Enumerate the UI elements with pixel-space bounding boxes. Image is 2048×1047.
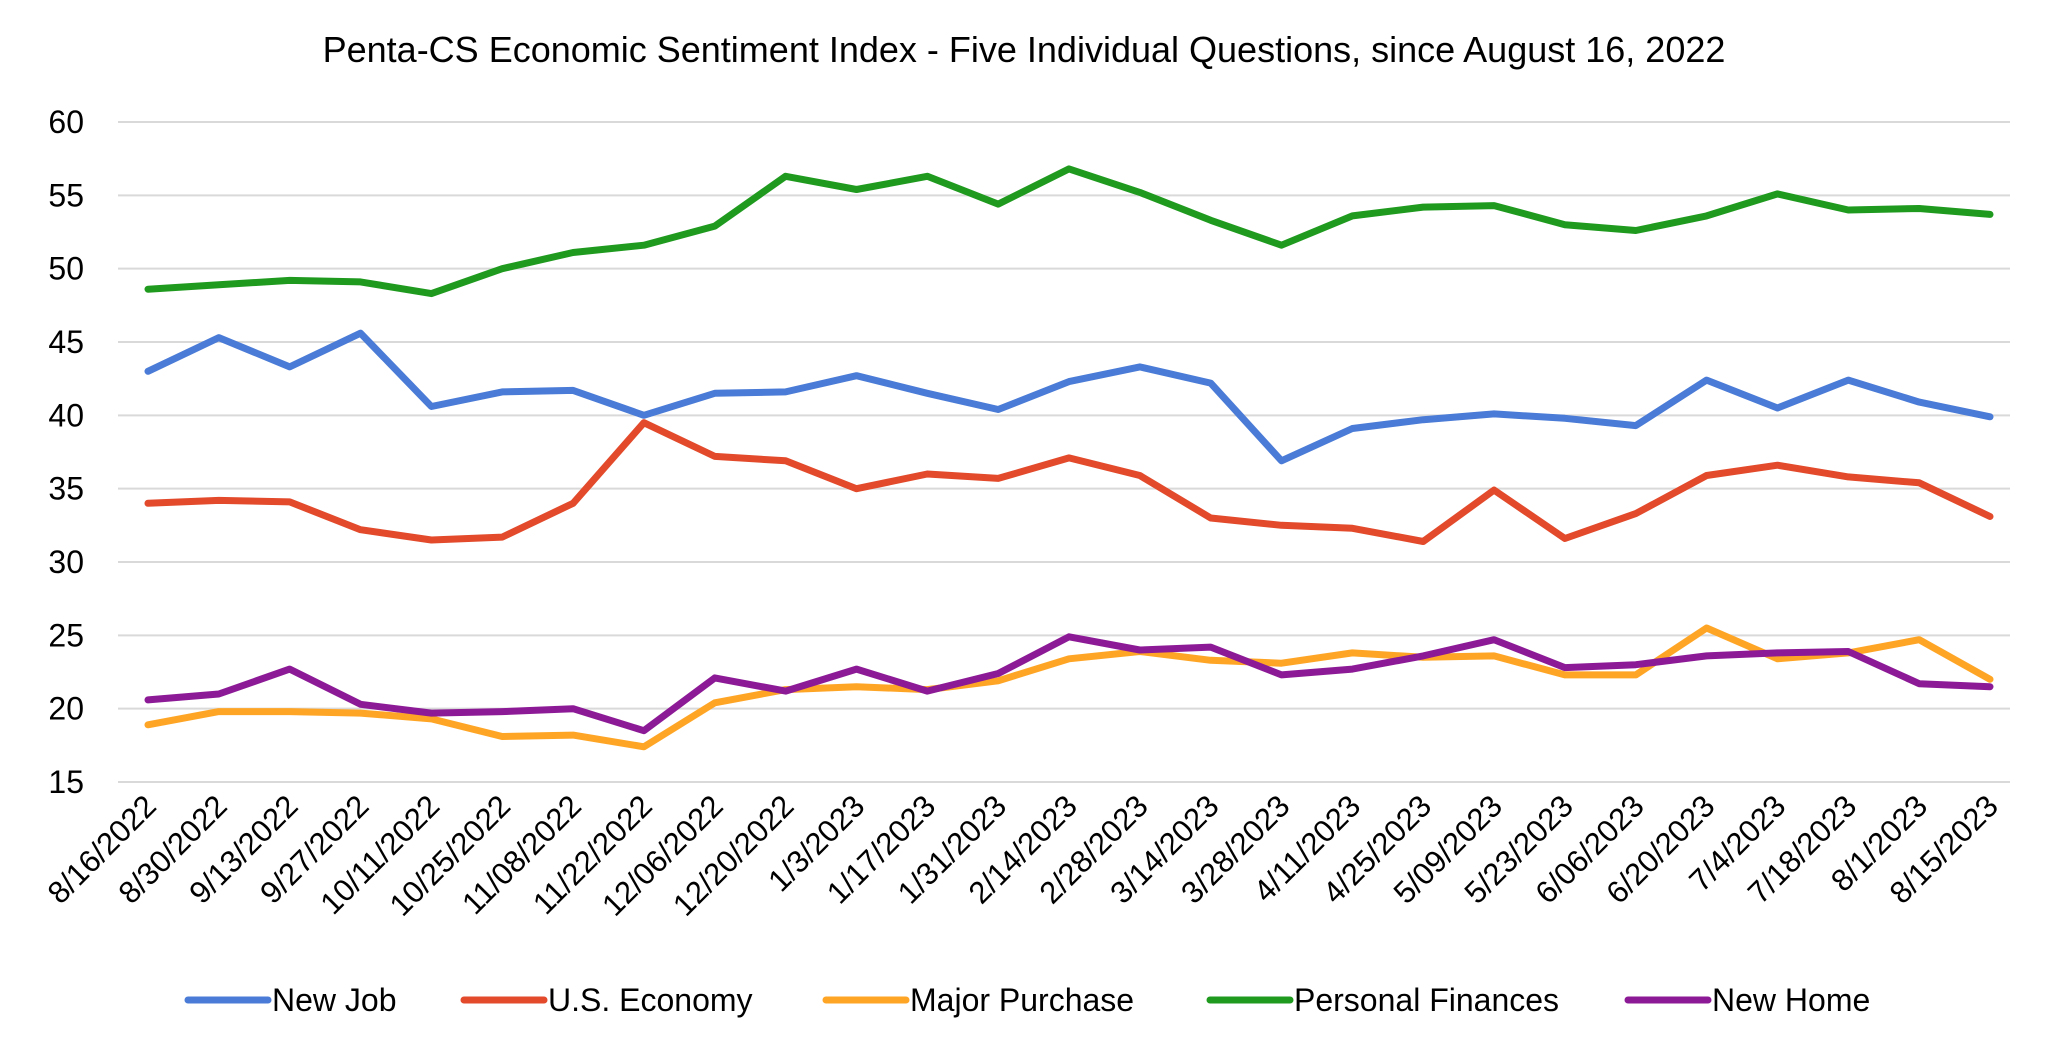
- y-tick-label: 25: [48, 617, 84, 653]
- legend-item-new-home: New Home: [1624, 982, 1870, 1018]
- y-tick-label: 40: [48, 397, 84, 433]
- chart-title: Penta-CS Economic Sentiment Index - Five…: [323, 29, 1726, 70]
- y-axis-ticks: 15 20 25 30 35 40 45 50 55 60: [48, 104, 84, 800]
- y-tick-label: 15: [48, 764, 84, 800]
- legend-item-major-purchase: Major Purchase: [822, 982, 1134, 1018]
- legend-item-u-s-economy: U.S. Economy: [460, 982, 753, 1018]
- y-tick-label: 35: [48, 471, 84, 507]
- series-line-new-home: [144, 633, 1994, 735]
- gridlines: [118, 121, 2010, 783]
- series-line-new-job: [144, 329, 1994, 465]
- legend-label: New Home: [1712, 982, 1870, 1018]
- y-tick-label: 20: [48, 691, 84, 727]
- legend-label: U.S. Economy: [548, 982, 753, 1018]
- legend-label: New Job: [272, 982, 397, 1018]
- legend-item-personal-finances: Personal Finances: [1206, 982, 1559, 1018]
- y-tick-label: 45: [48, 324, 84, 360]
- series-lines: [144, 165, 1994, 751]
- x-axis-ticks: 8/16/20228/30/20229/13/20229/27/202210/1…: [41, 788, 2005, 922]
- y-tick-label: 30: [48, 544, 84, 580]
- series-line-u-s-economy: [144, 419, 1994, 545]
- legend-item-new-job: New Job: [184, 982, 397, 1018]
- y-tick-label: 50: [48, 251, 84, 287]
- y-tick-label: 60: [48, 104, 84, 140]
- legend-label: Personal Finances: [1294, 982, 1559, 1018]
- y-tick-label: 55: [48, 177, 84, 213]
- series-line-personal-finances: [144, 165, 1994, 298]
- series-line-major-purchase: [144, 624, 1994, 751]
- legend: New Job U.S. Economy Major Purchase Persona…: [184, 982, 1870, 1018]
- legend-label: Major Purchase: [910, 982, 1134, 1018]
